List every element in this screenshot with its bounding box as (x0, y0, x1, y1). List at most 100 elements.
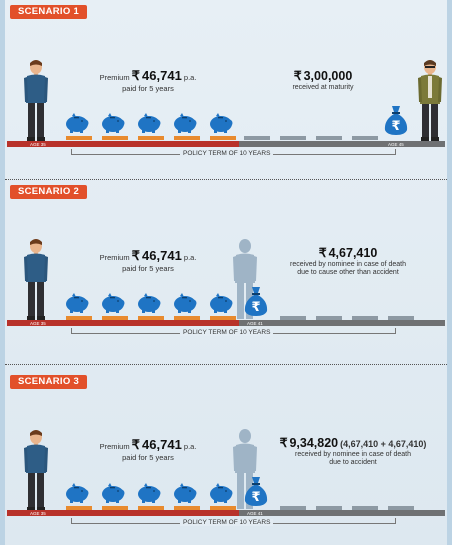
age-end-label: AGE 41 (247, 321, 263, 326)
timeline-bar: AGE 35 AGE 41 (7, 320, 445, 326)
piggy-bank-icon (66, 483, 89, 503)
piggy-bank-icon (66, 293, 89, 313)
benefit-info: ₹ 4,67,410 received by nominee in case o… (273, 246, 423, 278)
scenario-2: SCENARIO 2 Premium ₹ 46, (5, 185, 447, 355)
timeline-bar: AGE 35 AGE 41 (7, 510, 445, 516)
premium-amount: 46,741 (142, 437, 182, 452)
premium-slot (102, 136, 128, 140)
premium-amount: 46,741 (142, 248, 182, 263)
paid-segment (7, 320, 239, 326)
age-start-label: AGE 35 (30, 142, 46, 147)
piggy-bank-icon (138, 483, 161, 503)
scenario-badge: SCENARIO 1 (10, 5, 88, 19)
premium-suffix: p.a. (183, 253, 197, 262)
benefit-note: received by nominee in case of death (290, 260, 406, 268)
term-label: POLICY TERM OF 10 YEARS (180, 150, 274, 157)
premium-prefix: Premium (99, 442, 130, 451)
piggy-bank-icon (138, 293, 161, 313)
piggy-bank-icon (138, 113, 161, 133)
scenario-badge: SCENARIO 2 (10, 185, 88, 199)
empty-slot (280, 316, 306, 320)
piggy-bank-icon (174, 483, 197, 503)
paid-segment (7, 510, 239, 516)
empty-slot (280, 506, 306, 510)
piggy-bank-icon (174, 293, 197, 313)
term-tick-right (395, 328, 396, 334)
empty-slot (316, 506, 342, 510)
premium-slot (210, 136, 236, 140)
man-standing-icon (418, 60, 442, 141)
premium-slot (66, 136, 92, 140)
premium-slot (66, 316, 92, 320)
premium-amount: 46,741 (142, 68, 182, 83)
man-standing-icon (24, 430, 48, 511)
piggy-bank-icon (102, 293, 125, 313)
scenario-badge: SCENARIO 3 (10, 375, 88, 389)
premium-slot (210, 316, 236, 320)
benefit-note: received at maturity (292, 83, 354, 91)
empty-slot (316, 136, 342, 140)
age-end-label: AGE 41 (247, 511, 263, 516)
piggy-bank-icon (102, 113, 125, 133)
premium-slot (102, 506, 128, 510)
premium-note: paid for 5 years (122, 264, 174, 273)
timeline-bar: AGE 35 AGE 45 (7, 141, 445, 147)
benefit-amount: 3,00,000 (303, 69, 353, 83)
empty-slot (352, 316, 378, 320)
currency-symbol: ₹ (131, 248, 140, 263)
premium-info: Premium ₹ 46,741 p.a. paid for 5 years (88, 68, 208, 93)
premium-slot (174, 506, 200, 510)
age-start-label: AGE 35 (30, 511, 46, 516)
unpaid-segment (239, 320, 445, 326)
premium-suffix: p.a. (183, 73, 197, 82)
scenario-1: SCENARIO 1 (5, 5, 447, 175)
premium-slot (66, 506, 92, 510)
benefit-amount: 9,34,820 (289, 436, 339, 450)
empty-slot (352, 506, 378, 510)
premium-info: Premium ₹ 46,741 p.a. paid for 5 years (88, 437, 208, 462)
policy-term: POLICY TERM OF 10 YEARS (5, 518, 447, 529)
benefit-amount: 4,67,410 (328, 246, 378, 260)
piggy-bank-icon (210, 293, 233, 313)
empty-slot (316, 316, 342, 320)
money-bag-icon: ₹ (244, 287, 268, 316)
premium-suffix: p.a. (183, 442, 197, 451)
piggy-bank-icon (174, 113, 197, 133)
premium-note: paid for 5 years (122, 453, 174, 462)
empty-slot (280, 136, 306, 140)
policy-term: POLICY TERM OF 10 YEARS (5, 328, 447, 339)
benefit-note: due to cause other than accident (297, 269, 399, 276)
man-standing-icon (24, 239, 48, 320)
term-tick-left (71, 328, 72, 334)
unpaid-segment (239, 510, 445, 516)
empty-slot (352, 136, 378, 140)
currency-symbol: ₹ (293, 69, 302, 83)
benefit-info: ₹ 3,00,000 received at maturity (273, 69, 373, 92)
benefit-breakdown: (4,67,410 + 4,67,410) (340, 439, 427, 449)
premium-slot (102, 316, 128, 320)
currency-symbol: ₹ (131, 437, 140, 452)
term-tick-right (395, 518, 396, 524)
currency-symbol: ₹ (279, 436, 288, 450)
piggy-bank-icon (210, 483, 233, 503)
empty-slot (388, 506, 414, 510)
term-label: POLICY TERM OF 10 YEARS (180, 329, 274, 336)
age-start-label: AGE 35 (30, 321, 46, 326)
currency-symbol: ₹ (318, 246, 327, 260)
term-tick-left (71, 518, 72, 524)
benefit-note: due to accident (329, 459, 377, 466)
premium-slot (138, 316, 164, 320)
premium-prefix: Premium (99, 253, 130, 262)
benefit-info: ₹ 9,34,820 (4,67,410 + 4,67,410) receive… (263, 436, 443, 468)
unpaid-segment (239, 141, 445, 147)
divider (5, 364, 447, 365)
term-label: POLICY TERM OF 10 YEARS (180, 519, 274, 526)
premium-slot (138, 136, 164, 140)
term-tick-right (395, 149, 396, 155)
premium-info: Premium ₹ 46,741 p.a. paid for 5 years (88, 248, 208, 273)
currency-symbol: ₹ (131, 68, 140, 83)
piggy-bank-icon (102, 483, 125, 503)
divider (5, 179, 447, 180)
premium-slot (174, 316, 200, 320)
